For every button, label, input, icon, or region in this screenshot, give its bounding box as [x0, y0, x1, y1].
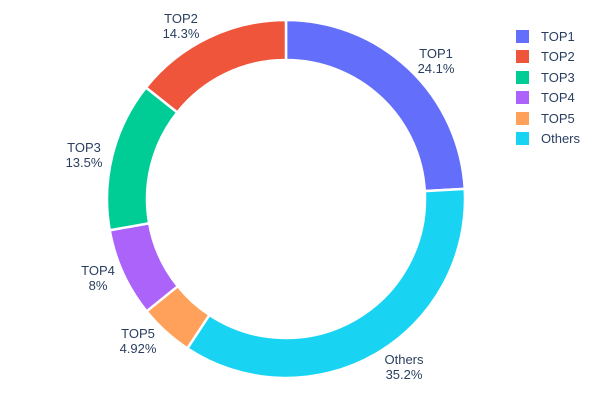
slice-label-top2: TOP2 14.3% — [163, 11, 200, 41]
slice-label-top1: TOP1 24.1% — [418, 46, 455, 76]
legend-item-top4[interactable]: TOP4 — [516, 88, 580, 109]
legend-swatch-others — [516, 132, 529, 146]
pie-slices — [105, 18, 467, 380]
pie-slice-top3[interactable] — [105, 85, 180, 232]
legend-label: TOP4 — [541, 90, 575, 106]
legend-item-top1[interactable]: TOP1 — [516, 26, 580, 47]
slice-label-others: Others 35.2% — [384, 352, 424, 382]
legend-swatch-top5 — [516, 111, 529, 125]
legend-swatch-top3 — [516, 70, 529, 84]
slice-label-top4: TOP4 8% — [81, 263, 115, 293]
legend-label: Others — [541, 131, 581, 147]
slice-label-top3: TOP3 13.5% — [66, 140, 103, 170]
legend-label: TOP2 — [541, 49, 575, 65]
legend-item-top5[interactable]: TOP5 — [516, 108, 580, 129]
slice-labels: TOP1 24.1% Others 35.2% TOP5 4.92% TOP4 8% TOP3 1… — [66, 11, 455, 382]
legend-item-top2[interactable]: TOP2 — [516, 47, 580, 68]
legend-swatch-top2 — [516, 50, 529, 64]
pie-slice-top2[interactable] — [144, 18, 288, 115]
legend: TOP1 TOP2 TOP3 TOP4 TOP5 Others — [516, 26, 580, 149]
legend-label: TOP1 — [541, 28, 575, 44]
legend-swatch-top1 — [516, 29, 529, 43]
legend-label: TOP5 — [541, 110, 575, 126]
pie-slice-others[interactable] — [185, 187, 467, 380]
slice-label-top5: TOP5 4.92% — [120, 326, 157, 356]
legend-item-others[interactable]: Others — [516, 129, 580, 150]
legend-label: TOP3 — [541, 69, 575, 85]
legend-swatch-top4 — [516, 91, 529, 105]
legend-item-top3[interactable]: TOP3 — [516, 67, 580, 88]
